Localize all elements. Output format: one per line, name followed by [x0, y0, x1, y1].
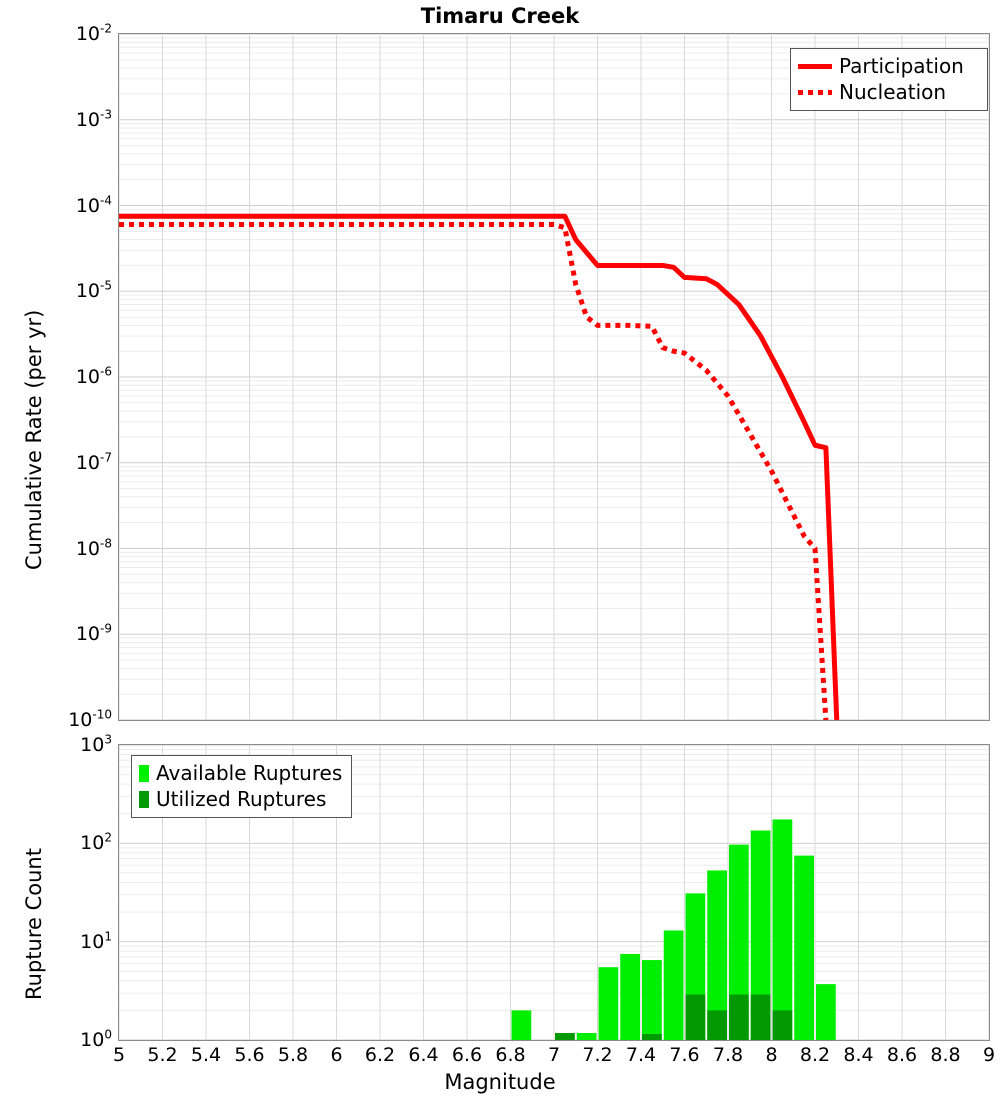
x-tick-label: 8.8	[930, 1044, 960, 1066]
bar-available	[512, 1010, 532, 1040]
bar-available	[599, 967, 619, 1040]
legend-label-utilized-ruptures: Utilized Ruptures	[156, 787, 326, 811]
x-tick-label: 5.6	[234, 1044, 264, 1066]
y-tick-label: 10-8	[76, 538, 112, 560]
available-ruptures-swatch-icon	[139, 765, 149, 782]
x-tick-label: 7	[548, 1044, 560, 1066]
bar-available	[794, 856, 814, 1040]
bar-available	[577, 1033, 597, 1040]
bar-available	[773, 819, 793, 1040]
x-tick-label: 6.8	[495, 1044, 525, 1066]
y-tick-label: 10-10	[68, 709, 112, 731]
legend-item-nucleation: Nucleation	[798, 79, 979, 105]
x-tick-label: 5.2	[147, 1044, 177, 1066]
x-tick-label: 7.6	[669, 1044, 699, 1066]
x-tick-label: 7.8	[713, 1044, 743, 1066]
x-tick-label: 5.8	[278, 1044, 308, 1066]
x-axis-label: Magnitude	[0, 1070, 1000, 1094]
y-tick-label: 10-9	[76, 623, 112, 645]
bar-utilized	[555, 1033, 575, 1040]
bar-utilized	[729, 995, 749, 1040]
x-tick-label: 8	[765, 1044, 777, 1066]
x-tick-label: 6.4	[408, 1044, 438, 1066]
x-tick-label: 5.4	[191, 1044, 221, 1066]
bottom-legend: Available Ruptures Utilized Ruptures	[131, 755, 352, 818]
legend-item-participation: Participation	[798, 53, 979, 79]
y-tick-label: 10-4	[76, 195, 112, 217]
y-tick-label: 10-3	[76, 109, 112, 131]
participation-line-icon	[798, 64, 832, 69]
series-participation-line	[119, 216, 837, 720]
x-tick-label: 7.2	[582, 1044, 612, 1066]
x-tick-label: 6.6	[452, 1044, 482, 1066]
bar-available	[816, 984, 836, 1040]
x-tick-label: 8.6	[887, 1044, 917, 1066]
y-tick-label: 102	[80, 832, 112, 854]
x-tick-label: 9	[983, 1044, 995, 1066]
utilized-ruptures-swatch-icon	[139, 791, 149, 808]
x-tick-label: 7.4	[626, 1044, 656, 1066]
x-tick-label: 8.4	[843, 1044, 873, 1066]
page-title: Timaru Creek	[0, 4, 1000, 28]
x-tick-label: 8.2	[800, 1044, 830, 1066]
bar-utilized	[751, 995, 771, 1040]
legend-item-utilized-ruptures: Utilized Ruptures	[139, 786, 343, 812]
y-tick-label: 10-6	[76, 366, 112, 388]
y-tick-label: 10-7	[76, 452, 112, 474]
legend-label-nucleation: Nucleation	[839, 80, 946, 104]
bar-utilized	[707, 1010, 727, 1040]
bar-utilized	[686, 995, 706, 1040]
x-tick-label: 5	[113, 1044, 125, 1066]
bottom-y-axis-label: Rupture Count	[22, 848, 46, 1000]
x-tick-label: 6	[330, 1044, 342, 1066]
y-tick-label: 101	[80, 931, 112, 953]
y-tick-label: 10-5	[76, 280, 112, 302]
bar-utilized	[773, 1010, 793, 1040]
y-tick-label: 10-2	[76, 23, 112, 45]
top-y-axis-label: Cumulative Rate (per yr)	[22, 310, 46, 570]
x-tick-label: 6.2	[365, 1044, 395, 1066]
bar-utilized	[642, 1034, 662, 1040]
cumulative-rate-canvas	[119, 34, 989, 720]
series-nucleation-line	[119, 225, 826, 720]
legend-label-participation: Participation	[839, 54, 964, 78]
bar-available	[620, 954, 640, 1040]
nucleation-line-icon	[798, 90, 832, 95]
top-legend: Participation Nucleation	[790, 48, 988, 111]
cumulative-rate-plot	[118, 33, 990, 721]
legend-item-available-ruptures: Available Ruptures	[139, 760, 343, 786]
legend-label-available-ruptures: Available Ruptures	[156, 761, 342, 785]
y-tick-label: 100	[80, 1029, 112, 1051]
y-tick-label: 103	[80, 734, 112, 756]
bar-available	[642, 960, 662, 1040]
bar-available	[664, 930, 684, 1040]
